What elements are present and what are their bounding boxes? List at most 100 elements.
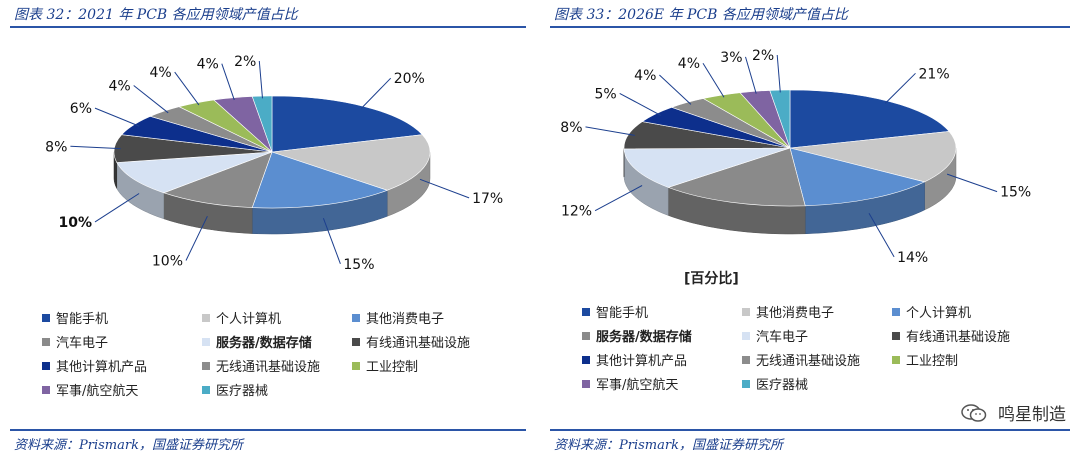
- legend-label: 有线通讯基础设施: [366, 336, 471, 351]
- leader-line-7: [133, 85, 169, 114]
- data-label-7: 4%: [634, 68, 656, 84]
- legend-swatch: [202, 385, 210, 394]
- legend-label: 汽车电子: [756, 330, 809, 345]
- legend-item: 其他消费电子: [742, 302, 834, 321]
- leader-line-8: [174, 71, 200, 106]
- leader-line-5: [585, 126, 635, 136]
- legend-swatch: [42, 313, 50, 322]
- leader-line-0: [884, 72, 916, 104]
- watermark-text: 鸣星制造: [998, 405, 1066, 425]
- legend-label: 医疗器械: [216, 384, 269, 399]
- legend-swatch: [202, 337, 210, 346]
- left-source-note: 资料来源：Prismark，国盛证券研究所: [14, 438, 243, 453]
- legend-item: 汽车电子: [42, 332, 108, 351]
- legend-label: 智能手机: [56, 312, 109, 327]
- legend-swatch: [582, 331, 590, 340]
- leader-line-9: [221, 63, 235, 101]
- data-label-6: 6%: [70, 101, 92, 117]
- left-figure-title: 图表 32：2021 年 PCB 各应用领域产值占比: [14, 7, 298, 23]
- data-label-10: 2%: [234, 54, 256, 70]
- pie-data-labels: 21% 15% 14% 12% 8% 5% 4% 4% 3% 2%: [560, 48, 1031, 266]
- watermark: 鸣星制造: [960, 400, 1066, 428]
- leader-line-2: [868, 212, 895, 258]
- pie-slice-3: [667, 147, 806, 207]
- left-figure: 图表 32：2021 年 PCB 各应用领域产值占比 20% 17% 15% 10% 1…: [0, 0, 536, 462]
- leader-line-10: [776, 54, 781, 93]
- legend-label: 工业控制: [366, 360, 419, 375]
- legend-item: 无线通讯基础设施: [202, 356, 320, 375]
- right-top-rule: [550, 26, 1070, 28]
- legend-swatch: [352, 337, 360, 346]
- legend-label: 其他消费电子: [366, 312, 445, 327]
- legend-item: 服务器/数据存储: [582, 326, 692, 345]
- data-label-9: 3%: [720, 50, 742, 66]
- legend-label: 其他计算机产品: [596, 354, 688, 369]
- legend-item: 有线通讯基础设施: [352, 332, 470, 351]
- leader-line-10: [258, 60, 263, 99]
- right-figure: 图表 33：2026E 年 PCB 各应用领域产值占比 21% 15% 14% 12%…: [540, 0, 1080, 462]
- pie-slices: [113, 95, 431, 209]
- wechat-icon: [960, 403, 987, 428]
- pie-slice-0: [789, 89, 950, 149]
- legend-item: 有线通讯基础设施: [892, 326, 1010, 345]
- legend-swatch: [582, 307, 590, 316]
- pie-slice-1: [789, 131, 957, 183]
- data-label-4: 10%: [58, 215, 92, 231]
- legend-swatch: [892, 307, 900, 316]
- legend-swatch: [742, 355, 750, 364]
- legend-swatch: [202, 313, 210, 322]
- data-label-4: 12%: [561, 204, 592, 220]
- pie-slice-2: [251, 151, 389, 209]
- legend-item: 其他计算机产品: [42, 356, 147, 375]
- data-label-1: 15%: [1000, 185, 1031, 201]
- data-label-10: 2%: [752, 48, 774, 64]
- leader-line-5: [70, 145, 121, 150]
- legend-item: 个人计算机: [892, 302, 971, 321]
- pie-slice-1: [271, 134, 431, 191]
- legend-label: 医疗器械: [756, 378, 809, 393]
- legend-swatch: [352, 313, 360, 322]
- leader-line-9: [745, 56, 757, 94]
- data-label-0: 20%: [394, 71, 425, 87]
- pie-side-walls: [113, 151, 431, 235]
- unit-note: [百分比]: [684, 271, 739, 287]
- legend-label: 其他消费电子: [756, 306, 835, 321]
- data-label-5: 8%: [45, 139, 67, 155]
- leader-line-1: [946, 173, 998, 193]
- leader-line-6: [94, 107, 140, 127]
- data-label-0: 21%: [919, 66, 950, 82]
- legend-swatch: [42, 385, 50, 394]
- legend-item: 工业控制: [352, 356, 418, 375]
- legend-swatch: [742, 331, 750, 340]
- pie-slice-0: [271, 95, 423, 153]
- legend-label: 汽车电子: [56, 336, 109, 351]
- pie-side-walls: [623, 147, 957, 235]
- legend-label: 智能手机: [596, 306, 649, 321]
- legend-label: 有线通讯基础设施: [906, 330, 1011, 345]
- legend-item: 智能手机: [42, 308, 108, 327]
- legend-swatch: [742, 307, 750, 316]
- pie-slice-3: [162, 151, 273, 208]
- legend-label: 无线通讯基础设施: [756, 354, 861, 369]
- left-bottom-rule: [10, 429, 526, 431]
- leader-line-1: [419, 178, 470, 199]
- pie-slice-4: [623, 147, 791, 188]
- legend-label: 其他计算机产品: [56, 360, 148, 375]
- data-label-2: 15%: [343, 257, 374, 273]
- data-label-3: 10%: [152, 254, 183, 270]
- leader-line-0: [360, 77, 392, 109]
- legend-label: 军事/航空航天: [56, 384, 139, 399]
- data-label-9: 4%: [197, 57, 219, 73]
- legend-item: 工业控制: [892, 350, 958, 369]
- legend-swatch: [582, 355, 590, 364]
- pie-data-labels: 20% 17% 15% 10% 10% 8% 6% 4% 4% 4% 2%: [45, 54, 503, 273]
- pie-slices: [623, 89, 957, 207]
- legend-swatch: [352, 361, 360, 370]
- legend-item: 汽车电子: [742, 326, 808, 345]
- legend-swatch: [202, 361, 210, 370]
- legend-item: 服务器/数据存储: [202, 332, 312, 351]
- legend-label: 个人计算机: [906, 306, 972, 321]
- legend-item: 医疗器械: [742, 374, 808, 393]
- legend-item: 个人计算机: [202, 308, 281, 327]
- legend-item: 军事/航空航天: [582, 374, 678, 393]
